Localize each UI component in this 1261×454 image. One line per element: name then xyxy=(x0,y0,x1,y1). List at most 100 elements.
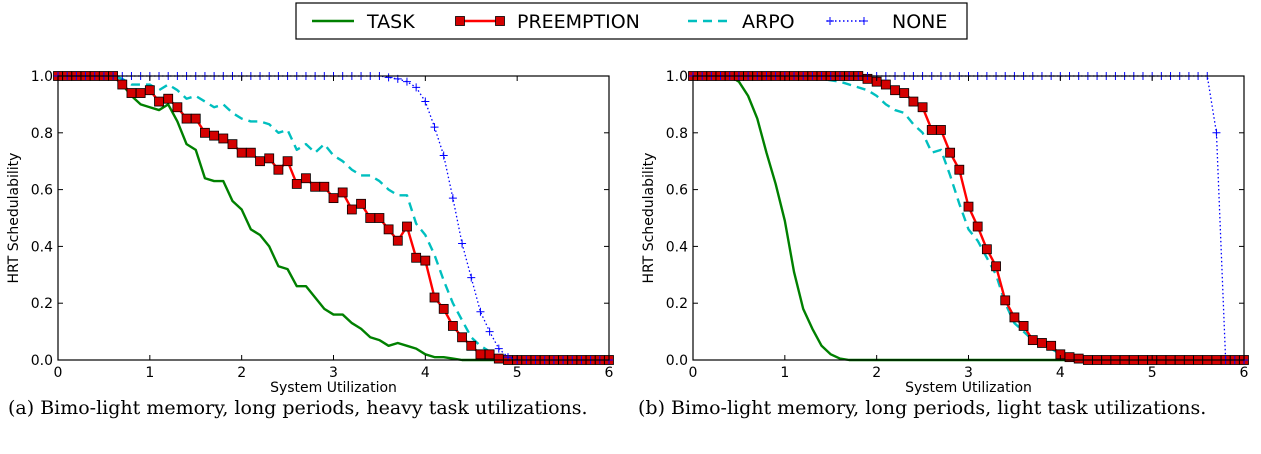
legend-marker-none xyxy=(826,17,834,25)
data-point-preemption xyxy=(890,85,900,96)
data-point-preemption xyxy=(209,130,220,141)
x-tick-label: 6 xyxy=(605,365,614,381)
data-point-preemption xyxy=(374,213,385,223)
data-point-preemption xyxy=(493,353,504,364)
series-line-arpo xyxy=(693,74,1244,362)
legend-entry-none: NONE xyxy=(826,11,947,33)
data-point-preemption xyxy=(200,127,210,138)
y-tick-label: 0.0 xyxy=(31,353,53,369)
data-point-preemption xyxy=(963,201,974,212)
series-preemption xyxy=(53,71,614,365)
x-tick-label: 0 xyxy=(689,365,698,381)
series-arpo xyxy=(693,74,1244,362)
data-point-preemption xyxy=(438,303,449,314)
y-tick-label: 0.6 xyxy=(31,183,53,199)
data-point-preemption xyxy=(310,181,321,192)
series-line-preemption xyxy=(58,74,609,362)
data-point-none xyxy=(439,151,448,160)
data-point-preemption xyxy=(255,156,265,167)
legend-entry-task: TASK xyxy=(312,11,415,33)
legend-entry-preemption: PREEMPTION xyxy=(455,11,640,33)
y-tick-label: 0.2 xyxy=(31,296,53,312)
series-line-none xyxy=(58,75,609,361)
data-point-none xyxy=(458,239,467,248)
data-point-none xyxy=(421,97,430,106)
data-point-preemption xyxy=(475,349,486,360)
series-line-task xyxy=(693,74,1244,362)
data-point-none xyxy=(485,327,494,336)
y-tick-label: 0.2 xyxy=(666,296,688,312)
legend-marker-preemption xyxy=(455,16,465,26)
data-point-none xyxy=(1212,128,1221,137)
data-point-none xyxy=(448,194,457,203)
series-line-arpo xyxy=(58,74,609,362)
data-point-none xyxy=(412,83,421,92)
data-point-preemption xyxy=(236,147,247,158)
series-task xyxy=(693,74,1244,362)
data-point-preemption xyxy=(245,147,256,158)
y-tick-label: 0.8 xyxy=(666,126,688,142)
x-tick-label: 1 xyxy=(780,365,789,381)
x-tick-label: 3 xyxy=(964,365,973,381)
data-point-none xyxy=(402,77,411,86)
data-point-none xyxy=(467,273,476,282)
data-point-preemption xyxy=(466,340,477,351)
caption-a: (a) Bimo-light memory, long periods, hea… xyxy=(8,397,588,419)
data-point-none xyxy=(384,73,393,82)
data-point-preemption xyxy=(117,79,128,90)
y-axis-label: HRT Schedulability xyxy=(6,153,22,284)
data-point-preemption xyxy=(126,88,137,98)
data-point-preemption xyxy=(346,204,357,215)
x-axis-label: System Utilization xyxy=(905,380,1032,396)
data-point-preemption xyxy=(1046,340,1057,351)
y-tick-label: 0.4 xyxy=(666,239,688,255)
data-point-preemption xyxy=(144,85,155,96)
x-tick-label: 0 xyxy=(54,365,63,381)
data-point-preemption xyxy=(328,193,339,204)
x-tick-label: 2 xyxy=(872,365,881,381)
data-point-preemption xyxy=(172,102,183,113)
data-point-preemption xyxy=(1073,353,1084,364)
data-point-preemption xyxy=(1000,295,1011,306)
x-tick-label: 4 xyxy=(421,365,430,381)
data-point-preemption xyxy=(319,181,330,192)
data-point-preemption xyxy=(981,244,992,255)
data-point-preemption xyxy=(411,252,422,263)
data-point-preemption xyxy=(899,88,910,98)
data-point-none xyxy=(430,123,439,132)
data-point-preemption xyxy=(356,198,366,209)
series-line-task xyxy=(58,74,609,362)
data-point-preemption xyxy=(291,179,302,189)
data-point-preemption xyxy=(190,113,201,124)
plot-frame xyxy=(692,75,1245,361)
series-line-preemption xyxy=(693,74,1244,362)
y-tick-label: 0.4 xyxy=(31,239,53,255)
data-point-preemption xyxy=(420,255,431,266)
data-point-preemption xyxy=(457,332,467,343)
legend-entry-arpo: ARPO xyxy=(688,11,795,33)
data-point-preemption xyxy=(218,133,229,144)
data-point-preemption xyxy=(163,93,174,104)
y-tick-label: 1.0 xyxy=(666,69,688,85)
data-point-preemption xyxy=(945,147,956,158)
data-point-preemption xyxy=(917,102,928,113)
x-axis-label: System Utilization xyxy=(270,380,397,396)
data-point-preemption xyxy=(908,96,919,107)
data-point-preemption xyxy=(282,156,293,167)
series-layer xyxy=(53,71,614,365)
x-tick-label: 2 xyxy=(237,365,246,381)
legend-label-preemption: PREEMPTION xyxy=(517,11,640,33)
data-point-preemption xyxy=(402,221,412,232)
x-tick-label: 1 xyxy=(145,365,154,381)
series-preemption xyxy=(688,71,1249,365)
series-line-none xyxy=(693,75,1244,361)
data-point-preemption xyxy=(972,221,983,232)
data-point-preemption xyxy=(1027,335,1038,346)
series-layer xyxy=(688,71,1249,365)
data-point-preemption xyxy=(880,79,891,90)
data-point-preemption xyxy=(337,187,348,198)
legend-label-none: NONE xyxy=(892,11,947,33)
data-point-preemption xyxy=(365,213,376,223)
data-point-preemption xyxy=(1018,321,1029,331)
legend-label-task: TASK xyxy=(366,11,415,33)
